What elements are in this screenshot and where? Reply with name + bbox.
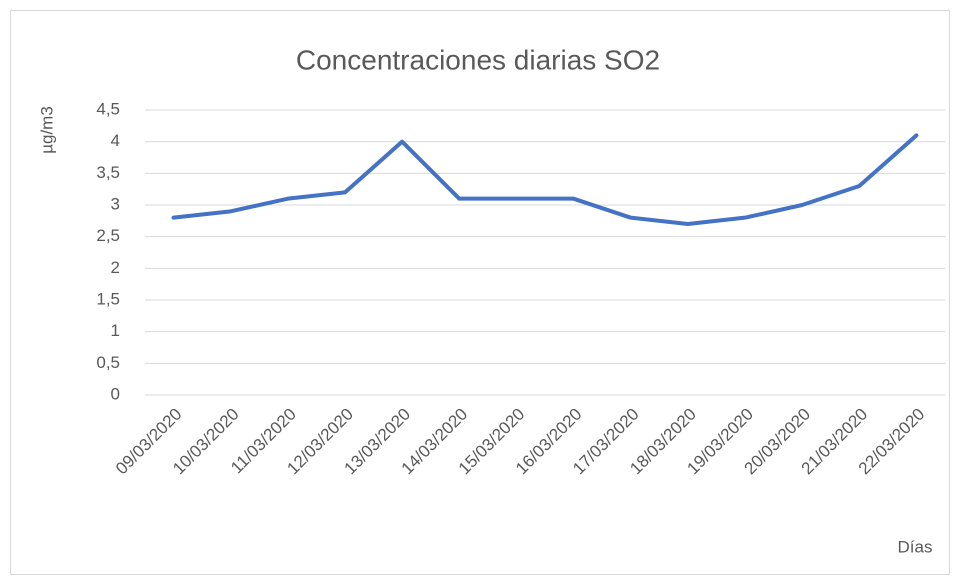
y-tick-label: 2: [111, 258, 120, 277]
y-axis-label: µg/m3: [37, 106, 56, 154]
y-tick-label: 0,5: [96, 353, 120, 372]
y-tick-label: 1: [111, 321, 120, 340]
x-axis-label: Días: [898, 537, 933, 556]
y-tick-label: 0: [111, 384, 120, 403]
y-tick-label: 4: [111, 131, 120, 150]
chart-border: [10, 10, 950, 575]
line: [171, 133, 919, 226]
y-tick-label: 3: [111, 194, 120, 213]
y-tick-label: 3,5: [96, 163, 120, 182]
chart-title: Concentraciones diarias SO2: [296, 44, 660, 75]
y-tick-label: 2,5: [96, 226, 120, 245]
y-tick-label: 4,5: [96, 99, 120, 118]
y-tick-label: 1,5: [96, 289, 120, 308]
